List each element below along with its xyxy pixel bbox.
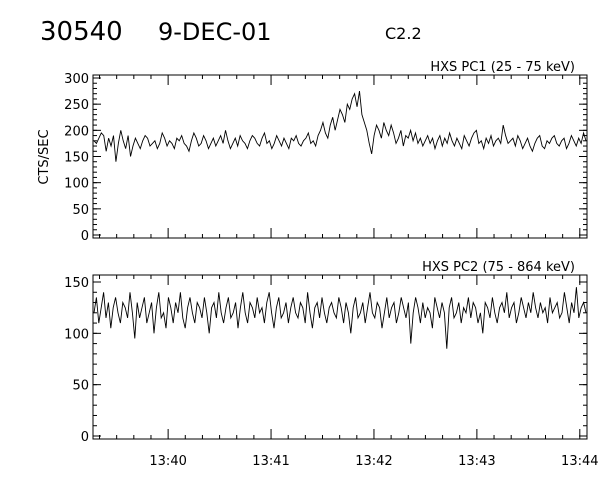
panel-pc1: HXS PC1 (25 - 75 keV) 0 50 100 150 200 250 300… (37, 60, 588, 244)
panel-pc2-frame (92, 274, 588, 440)
y-tick-label: 250 (64, 98, 89, 113)
y-tick-label: 50 (72, 379, 89, 394)
y-axis-label: CTS/SEC (37, 129, 52, 184)
x-tick-label: 13:44 (561, 454, 598, 469)
y-tick-label: 50 (72, 203, 89, 218)
series-line-pc2 (93, 287, 587, 349)
y-tick-label: 150 (64, 151, 89, 166)
panel-pc2-y-axis: 0 50 100 150 (64, 276, 587, 445)
y-tick-label: 150 (64, 276, 89, 291)
event-date: 9-DEC-01 (158, 18, 272, 46)
flare-class: C2.2 (385, 24, 422, 43)
y-tick-label: 0 (81, 430, 89, 445)
panel-pc1-x-axis (99, 75, 581, 238)
y-tick-label: 0 (81, 229, 89, 244)
panel-pc2-title: HXS PC2 (75 - 864 keV) (422, 260, 575, 275)
panel-pc1-frame (92, 74, 588, 239)
x-tick-label: 13:43 (458, 454, 495, 469)
x-tick-label: 13:42 (355, 454, 392, 469)
panel-pc1-y-axis: 0 50 100 150 200 250 300 (64, 72, 587, 244)
panel-pc1-title: HXS PC1 (25 - 75 keV) (430, 60, 575, 75)
x-tick-label: 13:40 (149, 454, 186, 469)
panel-pc2-x-axis: 13:40 13:41 13:42 13:43 13:44 (99, 275, 599, 469)
y-tick-label: 100 (64, 177, 89, 192)
y-tick-label: 300 (64, 72, 89, 87)
event-id: 30540 (40, 17, 123, 47)
y-tick-label: 100 (64, 327, 89, 342)
series-line-pc1 (93, 91, 587, 162)
x-tick-label: 13:41 (252, 454, 289, 469)
y-tick-label: 200 (64, 124, 89, 139)
